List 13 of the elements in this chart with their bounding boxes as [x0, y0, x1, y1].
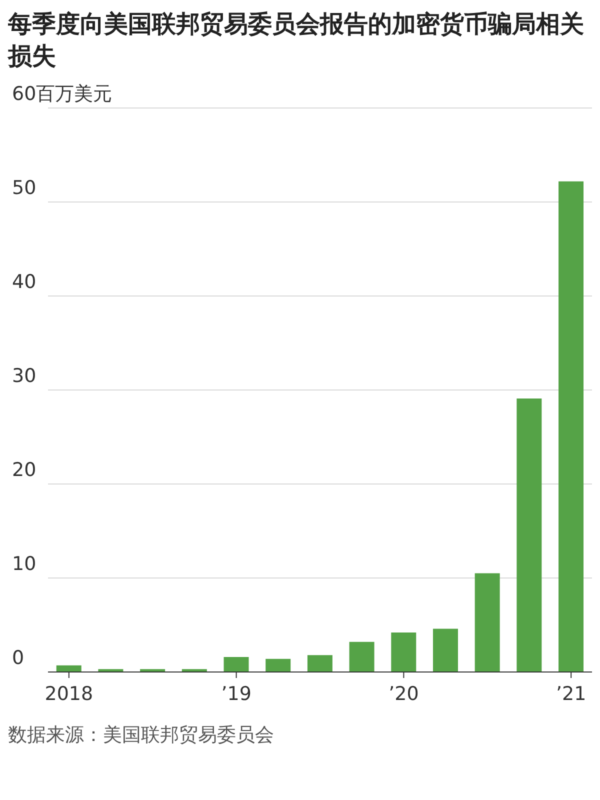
source-note: 数据来源：美国联邦贸易委员会 [8, 723, 275, 748]
x-tick-label: 2018 [44, 683, 94, 705]
x-tick-label: ’21 [556, 683, 586, 705]
y-tick-label: 60百万美元 [12, 83, 112, 105]
x-tick-label: ’19 [221, 683, 252, 705]
y-tick-label: 20 [12, 459, 36, 481]
y-tick-label: 30 [12, 365, 36, 387]
y-tick-label: 0 [12, 647, 24, 669]
y-tick-label: 40 [12, 271, 36, 293]
x-tick-label: ’20 [388, 683, 419, 705]
y-tick-label: 10 [12, 553, 36, 575]
y-tick-label: 50 [12, 177, 36, 199]
chart-title: 每季度向美国联邦贸易委员会报告的加密货币骗局相关损失 [8, 9, 585, 72]
